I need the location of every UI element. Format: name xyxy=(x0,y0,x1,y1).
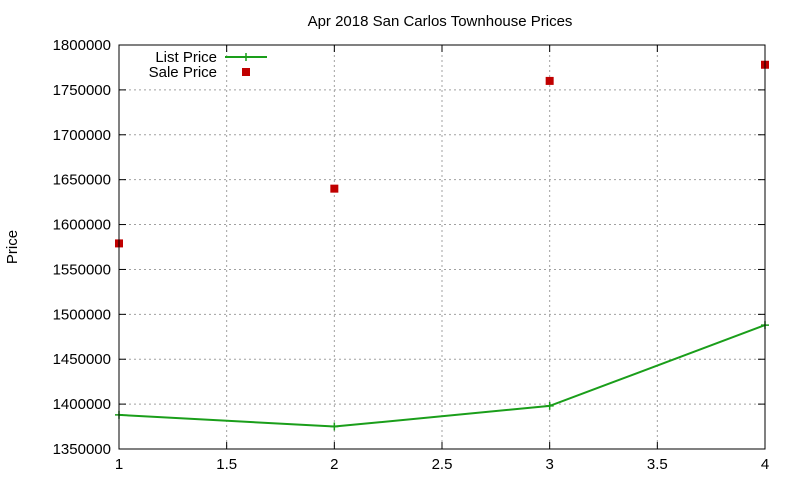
x-tick-label: 2.5 xyxy=(432,456,453,473)
legend-label: List Price xyxy=(155,49,217,66)
x-tick-label: 1 xyxy=(115,456,123,473)
y-tick-label: 1750000 xyxy=(53,82,111,99)
legend-swatch-sale-price xyxy=(242,68,250,76)
x-tick-label: 3.5 xyxy=(647,456,668,473)
x-tick-label: 2 xyxy=(330,456,338,473)
y-tick-label: 1550000 xyxy=(53,261,111,278)
data-point-list-price xyxy=(330,422,339,431)
y-tick-label: 1600000 xyxy=(53,217,111,234)
data-point-list-price xyxy=(545,401,554,410)
y-tick-label: 1650000 xyxy=(53,172,111,189)
legend-label: Sale Price xyxy=(149,64,217,81)
y-tick-label: 1450000 xyxy=(53,351,111,368)
grid-layer xyxy=(119,45,765,449)
series-line-list-price xyxy=(118,324,766,428)
tick-layer: 1350000 1400000 1450000 1500000 1550000 16000… xyxy=(53,37,770,473)
legend-marker-list-price xyxy=(242,53,250,61)
x-tick-label: 3 xyxy=(545,456,553,473)
data-point-sale-price xyxy=(330,184,339,193)
y-tick-label: 1700000 xyxy=(53,127,111,144)
x-tick-label: 1.5 xyxy=(216,456,237,473)
y-tick-label: 1400000 xyxy=(53,396,111,413)
chart-title: Apr 2018 San Carlos Townhouse Prices xyxy=(308,13,573,30)
y-tick-label: 1800000 xyxy=(53,37,111,54)
y-tick-label: 1350000 xyxy=(53,441,111,458)
y-axis-label: Price xyxy=(4,230,21,264)
y-tick-label: 1500000 xyxy=(53,306,111,323)
data-point-sale-price xyxy=(545,76,554,85)
x-tick-label: 4 xyxy=(761,456,769,473)
